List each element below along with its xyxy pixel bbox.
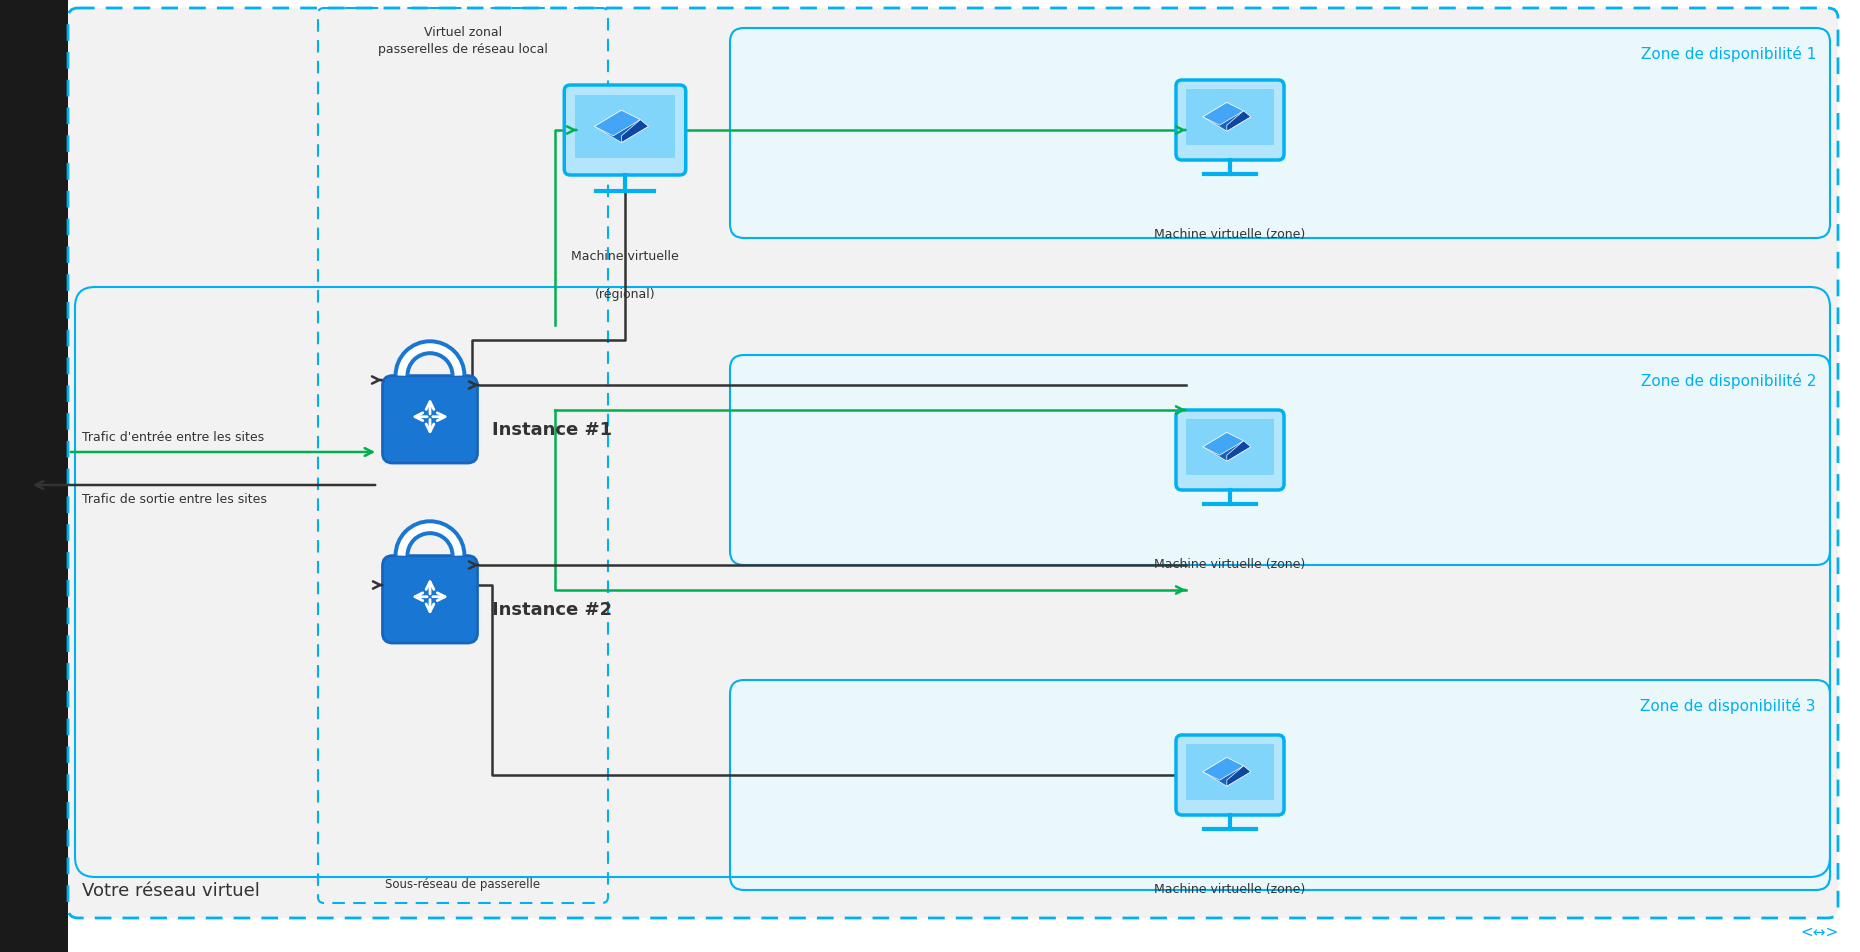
Text: Votre réseau virtuel: Votre réseau virtuel [82,882,260,900]
FancyBboxPatch shape [69,8,1838,918]
Polygon shape [1228,441,1250,461]
Polygon shape [1203,758,1244,781]
Text: Trafic d'entrée entre les sites: Trafic d'entrée entre les sites [82,431,264,444]
FancyBboxPatch shape [729,680,1830,890]
Text: Trafic de sortie entre les sites: Trafic de sortie entre les sites [82,493,266,506]
Text: <↔>: <↔> [1800,925,1840,940]
Text: Machine virtuelle (zone): Machine virtuelle (zone) [1155,228,1306,241]
Text: Machine virtuelle (zone): Machine virtuelle (zone) [1155,883,1306,896]
FancyBboxPatch shape [1185,89,1274,145]
FancyBboxPatch shape [1176,735,1283,815]
FancyBboxPatch shape [1185,744,1274,800]
Polygon shape [621,120,649,143]
FancyBboxPatch shape [729,28,1830,238]
Polygon shape [595,110,640,136]
FancyBboxPatch shape [383,556,478,643]
FancyBboxPatch shape [575,95,675,158]
Bar [0,0,69,952]
Text: Virtuel zonal
passerelles de réseau local: Virtuel zonal passerelles de réseau loca… [378,26,549,56]
Polygon shape [1203,432,1244,455]
Text: Sous-réseau de passerelle: Sous-réseau de passerelle [385,878,541,891]
FancyBboxPatch shape [1185,419,1274,475]
Text: Instance #1: Instance #1 [493,421,612,439]
FancyBboxPatch shape [729,355,1830,565]
FancyBboxPatch shape [1176,80,1283,160]
Polygon shape [1228,765,1250,786]
Text: Machine virtuelle (zone): Machine virtuelle (zone) [1155,558,1306,571]
Text: Zone de disponibilité 2: Zone de disponibilité 2 [1641,373,1815,389]
Polygon shape [1203,432,1250,461]
Polygon shape [595,110,649,143]
FancyBboxPatch shape [564,85,686,175]
Polygon shape [1203,103,1250,131]
FancyBboxPatch shape [1176,410,1283,490]
Text: Zone de disponibilité 3: Zone de disponibilité 3 [1641,698,1815,714]
Polygon shape [1203,758,1250,786]
Text: Zone de disponibilité 1: Zone de disponibilité 1 [1641,46,1815,62]
Polygon shape [1203,103,1244,126]
Polygon shape [1228,110,1250,131]
Text: Machine virtuelle

(régional): Machine virtuelle (régional) [571,250,679,301]
FancyBboxPatch shape [383,376,478,463]
Text: Instance #2: Instance #2 [493,601,612,619]
